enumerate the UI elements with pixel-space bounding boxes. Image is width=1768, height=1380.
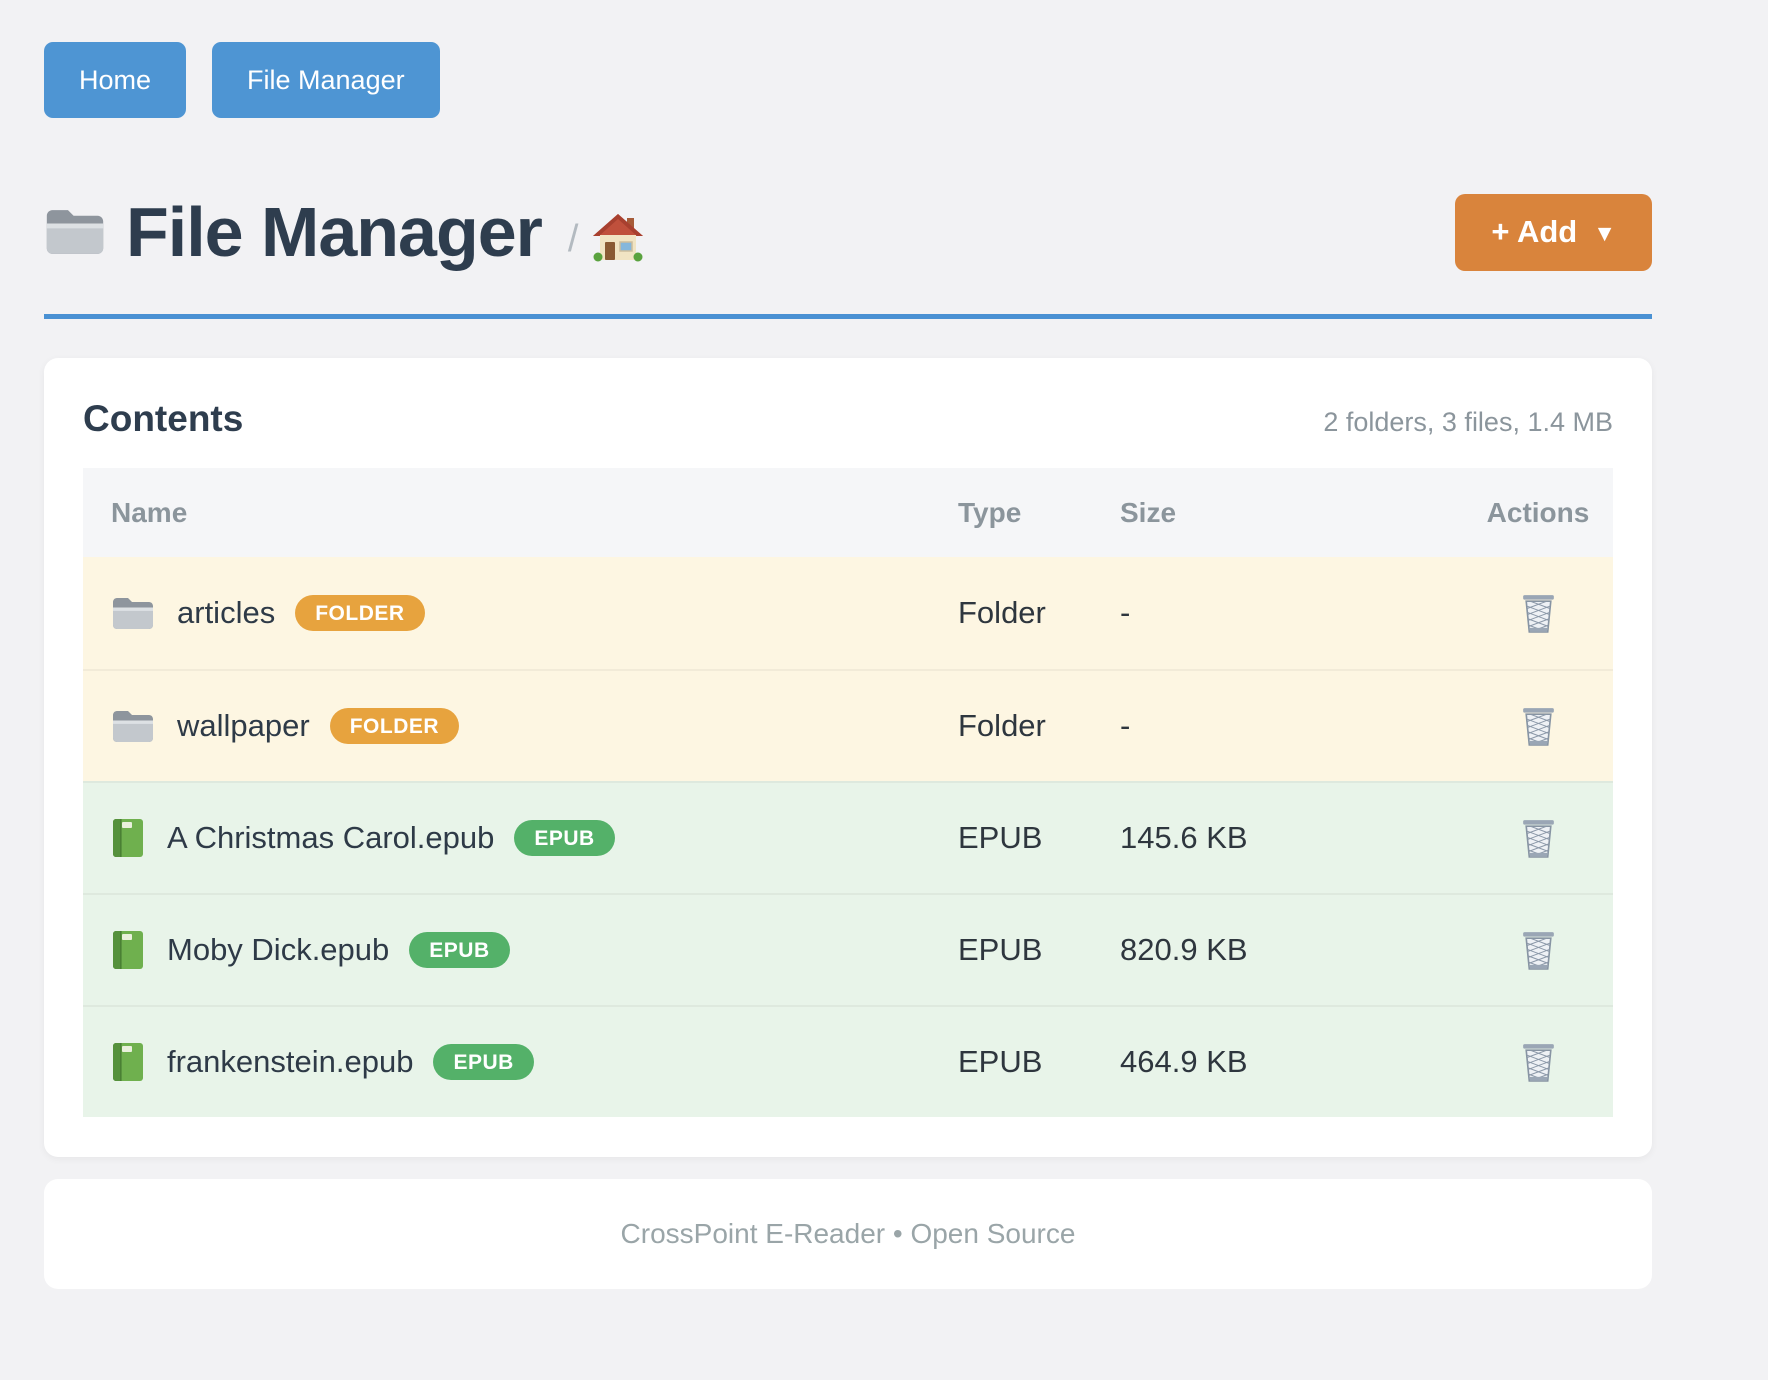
green-book-icon	[111, 817, 145, 859]
delete-button[interactable]	[1514, 923, 1563, 978]
file-name-link[interactable]: Moby Dick.epub	[167, 932, 390, 967]
nav-file-manager-button[interactable]: File Manager	[212, 42, 440, 118]
file-name-link[interactable]: articles	[177, 595, 276, 630]
table-row: wallpaper FOLDER Folder -	[83, 669, 1613, 781]
table-header-row: Name Type Size Actions	[83, 468, 1613, 557]
table-row: frankenstein.epub EPUB EPUB 464.9 KB	[83, 1005, 1613, 1117]
delete-button[interactable]	[1514, 586, 1563, 641]
type-cell: EPUB	[958, 820, 1043, 855]
wastebasket-icon	[1520, 931, 1557, 975]
contents-summary: 2 folders, 3 files, 1.4 MB	[1323, 407, 1613, 437]
title-divider	[44, 314, 1652, 319]
file-name-link[interactable]: wallpaper	[177, 708, 310, 743]
footer: CrossPoint E-Reader • Open Source	[44, 1179, 1652, 1289]
contents-title: Contents	[83, 398, 244, 439]
folder-icon	[44, 205, 106, 259]
type-cell: EPUB	[958, 932, 1043, 967]
breadcrumb-separator: /	[567, 217, 579, 260]
page-header: File Manager / + Add ▼	[44, 192, 1652, 272]
green-book-icon	[111, 1041, 145, 1083]
column-header-size: Size	[1120, 496, 1177, 528]
file-name-link[interactable]: frankenstein.epub	[167, 1044, 414, 1079]
table-body: articles FOLDER Folder -	[83, 557, 1613, 1117]
wastebasket-icon	[1520, 594, 1557, 638]
size-cell: -	[1120, 708, 1131, 743]
size-cell: -	[1120, 595, 1131, 630]
top-nav: Home File Manager	[44, 42, 1652, 118]
column-header-name: Name	[111, 496, 188, 528]
delete-button[interactable]	[1514, 1035, 1563, 1090]
type-badge: EPUB	[433, 1044, 534, 1080]
wastebasket-icon	[1520, 707, 1557, 751]
add-button-label: + Add	[1491, 214, 1578, 249]
files-table: Name Type Size Actions	[83, 468, 1613, 1117]
chevron-down-icon: ▼	[1593, 220, 1616, 246]
file-manager-page: Home File Manager File Manager /	[44, 42, 1652, 1289]
type-cell: EPUB	[958, 1044, 1043, 1079]
type-badge: EPUB	[409, 932, 510, 968]
page-title: File Manager	[126, 193, 543, 271]
footer-text: CrossPoint E-Reader • Open Source	[620, 1218, 1076, 1249]
type-cell: Folder	[958, 595, 1046, 630]
wastebasket-icon	[1520, 1043, 1557, 1087]
add-button[interactable]: + Add ▼	[1455, 193, 1652, 271]
size-cell: 464.9 KB	[1120, 1044, 1248, 1079]
folder-icon	[111, 595, 155, 632]
type-badge: EPUB	[514, 820, 615, 856]
title-wrap: File Manager /	[44, 192, 644, 272]
type-badge: FOLDER	[295, 595, 425, 631]
folder-icon	[111, 708, 155, 745]
green-book-icon	[111, 929, 145, 971]
file-name-link[interactable]: A Christmas Carol.epub	[167, 820, 495, 855]
contents-card-header: Contents 2 folders, 3 files, 1.4 MB	[83, 398, 1613, 440]
size-cell: 145.6 KB	[1120, 820, 1248, 855]
nav-home-button[interactable]: Home	[44, 42, 187, 118]
column-header-type: Type	[958, 496, 1022, 528]
type-badge: FOLDER	[329, 708, 460, 744]
delete-button[interactable]	[1514, 699, 1563, 754]
wastebasket-icon	[1520, 819, 1557, 863]
type-cell: Folder	[958, 708, 1046, 743]
contents-card: Contents 2 folders, 3 files, 1.4 MB Name…	[44, 358, 1652, 1157]
table-row: articles FOLDER Folder -	[83, 557, 1613, 669]
house-icon[interactable]	[592, 212, 644, 264]
table-row: Moby Dick.epub EPUB EPUB 820.9 KB	[83, 893, 1613, 1005]
table-row: A Christmas Carol.epub EPUB EPUB 145.6 K…	[83, 781, 1613, 893]
size-cell: 820.9 KB	[1120, 932, 1248, 967]
delete-button[interactable]	[1514, 811, 1563, 866]
column-header-actions: Actions	[1486, 496, 1590, 528]
